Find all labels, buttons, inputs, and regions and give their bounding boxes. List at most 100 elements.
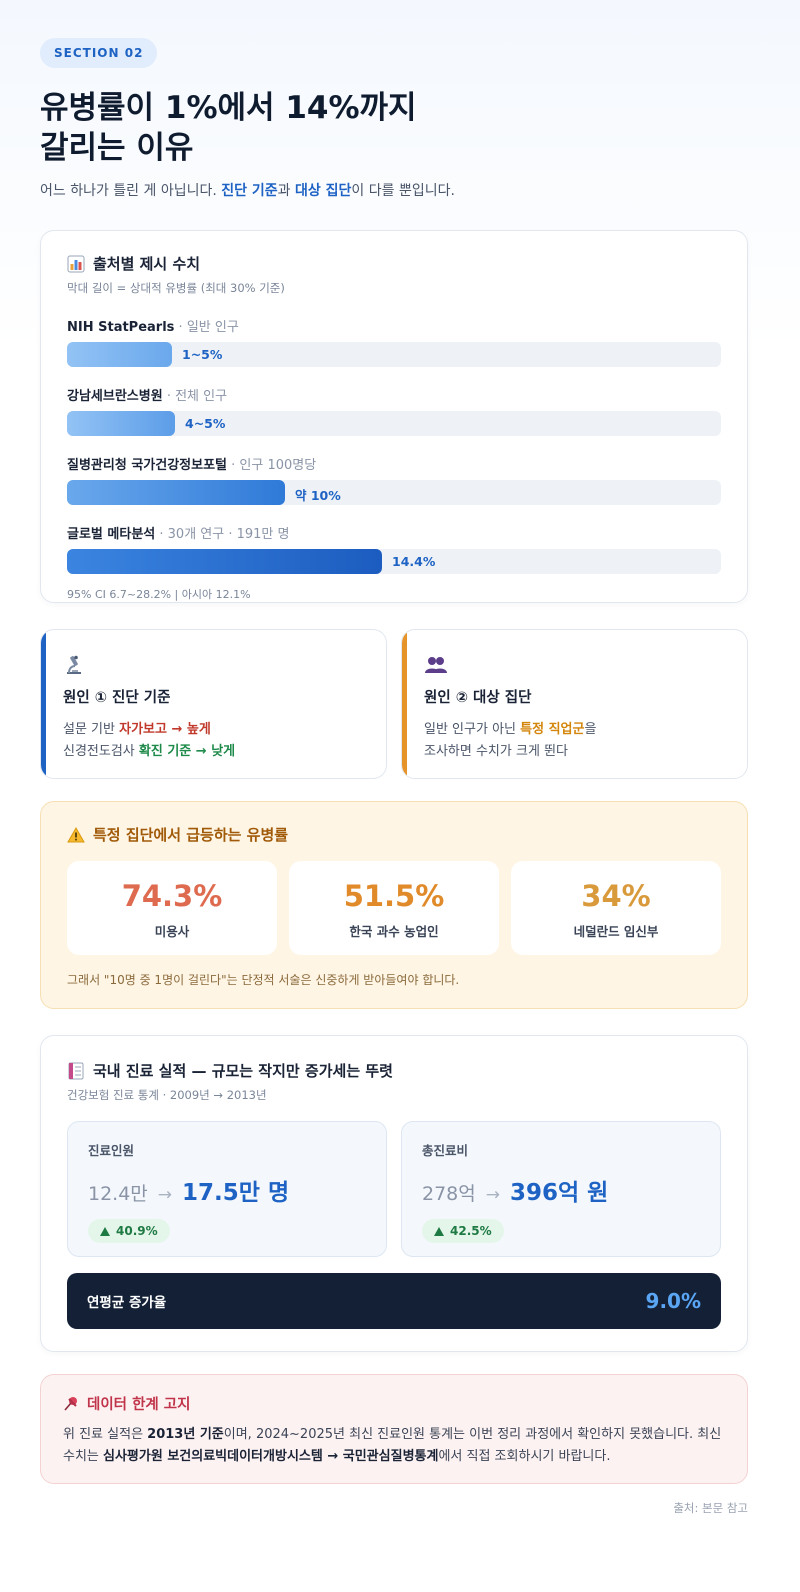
cause-criteria-desc: 설문 기반 자가보고 → 높게 신경전도검사 확진 기준 → 낮게 <box>63 719 364 763</box>
sources-subtitle: 막대 길이 = 상대적 유병률 (최대 30% 기준) <box>67 281 285 295</box>
ledger-icon <box>67 1062 85 1080</box>
change-value: 40.9% <box>116 1224 158 1238</box>
cause-accent-edge <box>402 630 407 778</box>
change-badge: 42.5% <box>422 1219 504 1243</box>
bar-fill <box>67 411 175 436</box>
lead-highlight-population: 대상 집단 <box>295 183 352 199</box>
domestic-subtitle: 건강보험 진료 통계 · 2009년 → 2013년 <box>67 1088 267 1102</box>
warning-footer: 그래서 "10명 중 1명이 걸린다"는 단정적 서술은 신중하게 받아들여야 … <box>67 973 460 987</box>
bar-track: 1~5% <box>67 342 721 367</box>
metric-boxes: 진료인원 12.4만 → 17.5만 명 40.9% 총진료비 278억 → 3… <box>67 1121 721 1257</box>
microscope-icon <box>63 654 364 676</box>
bar-track: 약 10% <box>67 480 721 505</box>
bar-label: NIH StatPearls · 일반 인구 <box>67 316 721 335</box>
domestic-card: 국내 진료 실적 — 규모는 작지만 증가세는 뚜렷 건강보험 진료 통계 · … <box>40 1035 748 1352</box>
metric-to: 396억 원 <box>510 1180 609 1206</box>
annual-growth-value: 9.0% <box>645 1289 701 1313</box>
warning-box: 특정 집단에서 급등하는 유병률 74.3% 미용사 51.5% 한국 과수 농… <box>40 801 748 1009</box>
pin-icon <box>63 1396 79 1412</box>
bar-track: 14.4% <box>67 549 721 574</box>
bar-list: NIH StatPearls · 일반 인구 1~5% 강남세브란스병원 · 전체 … <box>67 316 721 574</box>
cause-criteria-line2-highlight: 확진 기준 → 낮게 <box>138 744 236 759</box>
stat-label: 한국 과수 농업인 <box>349 924 439 939</box>
annual-growth-bar: 연평균 증가율 9.0% <box>67 1273 721 1329</box>
bar-chart-icon <box>67 255 85 273</box>
metric-from: 12.4만 <box>88 1183 148 1205</box>
data-limit-notice: 데이터 한계 고지 위 진료 실적은 2013년 기준이며, 2024~2025… <box>40 1374 748 1484</box>
people-icon <box>424 654 725 676</box>
metric-label: 진료인원 <box>88 1143 135 1158</box>
cause-criteria-line1-highlight: 자가보고 → 높게 <box>119 722 211 737</box>
bar-source-desc: · 30개 연구 · 191만 명 <box>155 527 290 542</box>
bar-source-name: 강남세브란스병원 <box>67 389 163 404</box>
bar-fill <box>67 549 382 574</box>
page-title: 유병률이 1%에서 14%까지 갈리는 이유 <box>40 88 748 168</box>
section-badge: SECTION 02 <box>40 38 158 68</box>
change-badge: 40.9% <box>88 1219 170 1243</box>
bar-source-name: 글로벌 메타분석 <box>67 527 156 542</box>
source-note: 출처: 본문 참고 <box>673 1501 748 1515</box>
bar-value-label: 약 10% <box>295 488 341 503</box>
bar-value-label: 1~5% <box>182 347 223 362</box>
bar-track: 4~5% <box>67 411 721 436</box>
limit-text-2: 이며, 2024~2025년 최신 진료인원 통계는 이번 정리 과정에서 확인… <box>63 1427 722 1464</box>
bar-value-label: 14.4% <box>392 554 436 569</box>
metric-values: 12.4만 → 17.5만 명 <box>88 1173 366 1207</box>
title-line-2: 갈리는 이유 <box>40 130 194 166</box>
arrow-right-icon: → <box>157 1185 173 1205</box>
cause-criteria-line1-pre: 설문 기반 <box>63 722 120 737</box>
bar-value-label: 4~5% <box>185 416 226 431</box>
sources-footnote: 95% CI 6.7~28.2% | 아시아 12.1% <box>67 588 251 601</box>
lead-text: 어느 하나가 틀린 게 아닙니다. 진단 기준과 대상 집단이 다를 뿐입니다. <box>40 180 748 200</box>
cause-population-line1-post: 을 <box>584 722 597 737</box>
cause-population-line2: 조사하면 수치가 크게 뛴다 <box>424 744 568 759</box>
sources-card: 출처별 제시 수치 막대 길이 = 상대적 유병률 (최대 30% 기준) NI… <box>40 230 748 603</box>
metric-label: 총진료비 <box>422 1143 469 1158</box>
up-triangle-icon <box>100 1226 110 1236</box>
stat-card: 51.5% 한국 과수 농업인 <box>289 861 499 955</box>
page-content: SECTION 02 유병률이 1%에서 14%까지 갈리는 이유 어느 하나가… <box>40 38 748 1484</box>
stat-value: 34% <box>581 879 651 913</box>
stat-card: 74.3% 미용사 <box>67 861 277 955</box>
stat-label: 네덜란드 임신부 <box>573 924 659 939</box>
bar-source-desc: · 인구 100명당 <box>227 458 317 473</box>
change-value: 42.5% <box>450 1224 492 1238</box>
metric-box-patients: 진료인원 12.4만 → 17.5만 명 40.9% <box>67 1121 387 1257</box>
limit-text-3: 에서 직접 조회하시기 바랍니다. <box>438 1449 611 1464</box>
cause-card-criteria: 원인 ① 진단 기준 설문 기반 자가보고 → 높게 신경전도검사 확진 기준 … <box>40 629 387 779</box>
limit-title: 데이터 한계 고지 <box>63 1393 725 1414</box>
bar-fill <box>67 342 172 367</box>
limit-desc: 위 진료 실적은 2013년 기준이며, 2024~2025년 최신 진료인원 … <box>63 1424 725 1468</box>
warning-title: 특정 집단에서 급등하는 유병률 <box>67 824 721 845</box>
cause-accent-edge <box>41 630 46 778</box>
limit-title-text: 데이터 한계 고지 <box>87 1397 191 1413</box>
cause-population-line1-highlight: 특정 직업군 <box>520 722 585 737</box>
metric-box-cost: 총진료비 278억 → 396억 원 42.5% <box>401 1121 721 1257</box>
stat-card: 34% 네덜란드 임신부 <box>511 861 721 955</box>
arrow-right-icon: → <box>485 1185 500 1205</box>
bar-fill <box>67 480 285 505</box>
stat-value: 74.3% <box>121 879 223 913</box>
lead-pre: 어느 하나가 틀린 게 아닙니다. <box>40 183 222 199</box>
up-triangle-icon <box>434 1226 444 1236</box>
annual-growth-label: 연평균 증가율 <box>87 1295 167 1311</box>
bar-item: NIH StatPearls · 일반 인구 1~5% <box>67 316 721 367</box>
lead-mid: 과 <box>277 183 296 199</box>
stat-label: 미용사 <box>154 924 190 939</box>
warning-title-text: 특정 집단에서 급등하는 유병률 <box>93 826 289 844</box>
cause-population-title: 원인 ② 대상 집단 <box>424 690 532 706</box>
bar-item: 질병관리청 국가건강정보포털 · 인구 100명당 약 10% <box>67 454 721 505</box>
stats-row: 74.3% 미용사 51.5% 한국 과수 농업인 34% 네덜란드 임신부 <box>67 861 721 955</box>
cause-criteria-title: 원인 ① 진단 기준 <box>63 690 171 706</box>
bar-source-desc: · 전체 인구 <box>162 389 228 404</box>
bar-item: 글로벌 메타분석 · 30개 연구 · 191만 명 14.4% <box>67 523 721 574</box>
cause-population-desc: 일반 인구가 아닌 특정 직업군을 조사하면 수치가 크게 뛴다 <box>424 719 725 763</box>
cause-card-population: 원인 ② 대상 집단 일반 인구가 아닌 특정 직업군을 조사하면 수치가 크게… <box>401 629 748 779</box>
metric-values: 278억 → 396억 원 <box>422 1173 700 1207</box>
lead-post: 이 다를 뿐입니다. <box>351 183 455 199</box>
metric-from: 278억 <box>422 1183 476 1205</box>
bar-source-desc: · 일반 인구 <box>174 320 239 335</box>
sources-title-text: 출처별 제시 수치 <box>93 255 201 273</box>
bar-source-name: NIH StatPearls <box>67 320 175 335</box>
sources-card-title: 출처별 제시 수치 <box>67 253 721 274</box>
